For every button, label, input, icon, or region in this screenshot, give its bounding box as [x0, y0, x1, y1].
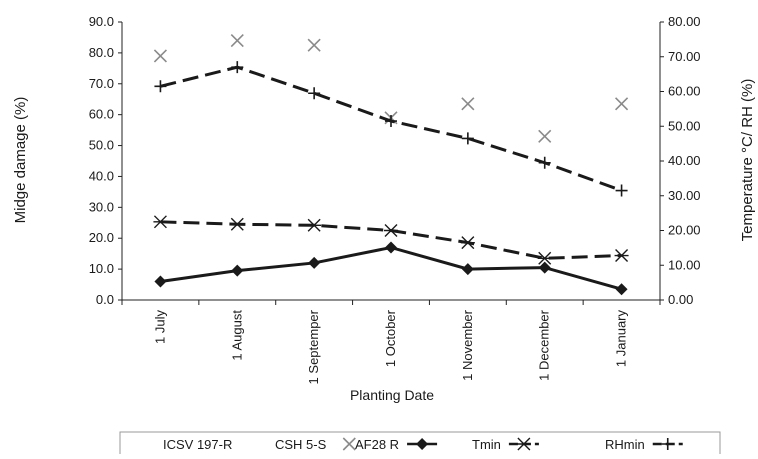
- data-point-csh-5-s: [615, 97, 629, 111]
- y-tick-label-left: 70.0: [89, 76, 114, 91]
- series-tmin: [153, 215, 629, 265]
- legend-label-icsv-197-r: ICSV 197-R: [163, 437, 232, 452]
- data-point-csh-5-s: [461, 97, 475, 111]
- y-tick-label-right: 30.00: [668, 188, 701, 203]
- series-line-rhmin: [160, 65, 623, 192]
- x-tick-label: 1 October: [383, 309, 398, 367]
- legend-marker-af28-r: [416, 438, 429, 450]
- data-point-af28-r: [308, 256, 321, 269]
- y-tick-label-left: 80.0: [89, 45, 114, 60]
- y-tick-label-left: 0.0: [96, 292, 114, 307]
- y-axis-title-left: Midge damage (%): [12, 97, 29, 224]
- data-point-af28-r: [385, 241, 397, 254]
- legend-marker-csh-5-s: [342, 437, 356, 451]
- y-tick-label-left: 90.0: [89, 14, 114, 29]
- legend-label-tmin: Tmin: [472, 437, 501, 452]
- data-point-csh-5-s: [230, 33, 244, 48]
- y-tick-label-right: 40.00: [668, 153, 701, 168]
- data-point-csh-5-s: [307, 38, 321, 52]
- x-tick-label: 1 Septemper: [306, 309, 321, 384]
- data-point-tmin: [460, 236, 475, 250]
- y-axis-title-right: Temperature °C/ RH (%): [739, 79, 756, 242]
- legend-marker-tmin: [516, 437, 531, 451]
- axes: 0.0 10.0 20.0 30.0 40.0 50.0 60.0 70.0 80.0 90.0 0…: [89, 14, 701, 384]
- data-point-af28-r: [538, 261, 551, 274]
- series-af28-r: [154, 241, 628, 296]
- legend-marker-rhmin: [661, 438, 674, 450]
- data-point-tmin: [384, 224, 398, 237]
- x-tick-label: 1 December: [537, 309, 552, 380]
- y-tick-label-left: 20.0: [89, 230, 114, 245]
- y-tick-label-left: 10.0: [89, 261, 114, 276]
- y-tick-label-left: 40.0: [89, 168, 114, 183]
- y-tick-label-right: 60.00: [668, 84, 701, 99]
- data-point-af28-r: [615, 283, 628, 296]
- legend: ICSV 197-R CSH 5-S AF28 R Tmin RHmin: [119, 431, 721, 457]
- x-tick-label: 1 November: [460, 309, 475, 380]
- x-tick-label: 1 July: [152, 310, 167, 344]
- data-point-tmin: [307, 218, 322, 232]
- data-point-af28-r: [461, 263, 474, 276]
- data-point-tmin: [230, 217, 245, 231]
- series-layer: [153, 33, 629, 296]
- data-point-tmin: [614, 249, 629, 263]
- series-rhmin: [154, 61, 628, 197]
- x-axis-title: Planting Date: [350, 387, 434, 403]
- y-tick-label-left: 60.0: [89, 107, 114, 122]
- data-point-rhmin: [308, 87, 321, 100]
- series-line-af28-r: [160, 245, 622, 291]
- y-tick-label-left: 30.0: [89, 199, 114, 214]
- y-tick-label-right: 70.00: [668, 49, 701, 64]
- data-point-csh-5-s: [538, 129, 552, 143]
- data-point-rhmin: [154, 80, 167, 93]
- y-tick-label-right: 80.00: [668, 14, 701, 29]
- legend-label-af28-r: AF28 R: [355, 437, 399, 452]
- x-tick-label: 1 January: [614, 310, 629, 368]
- y-tick-label-right: 0.00: [668, 292, 693, 307]
- data-point-csh-5-s: [153, 49, 167, 63]
- data-point-rhmin: [461, 132, 474, 145]
- legend-label-csh-5-s: CSH 5-S: [275, 437, 327, 452]
- y-tick-label-right: 50.00: [668, 118, 701, 133]
- data-point-tmin: [153, 215, 168, 229]
- y-tick-label-left: 50.0: [89, 138, 114, 153]
- legend-label-rhmin: RHmin: [605, 437, 645, 452]
- y-tick-label-right: 20.00: [668, 223, 701, 238]
- data-point-rhmin: [538, 156, 551, 169]
- data-point-af28-r: [154, 275, 167, 288]
- y-tick-label-right: 10.00: [668, 257, 701, 272]
- data-point-rhmin: [385, 115, 397, 128]
- data-point-rhmin: [231, 61, 244, 74]
- data-point-tmin: [537, 251, 552, 265]
- data-point-rhmin: [615, 184, 628, 197]
- data-point-af28-r: [231, 264, 244, 277]
- x-tick-label: 1 August: [229, 310, 244, 361]
